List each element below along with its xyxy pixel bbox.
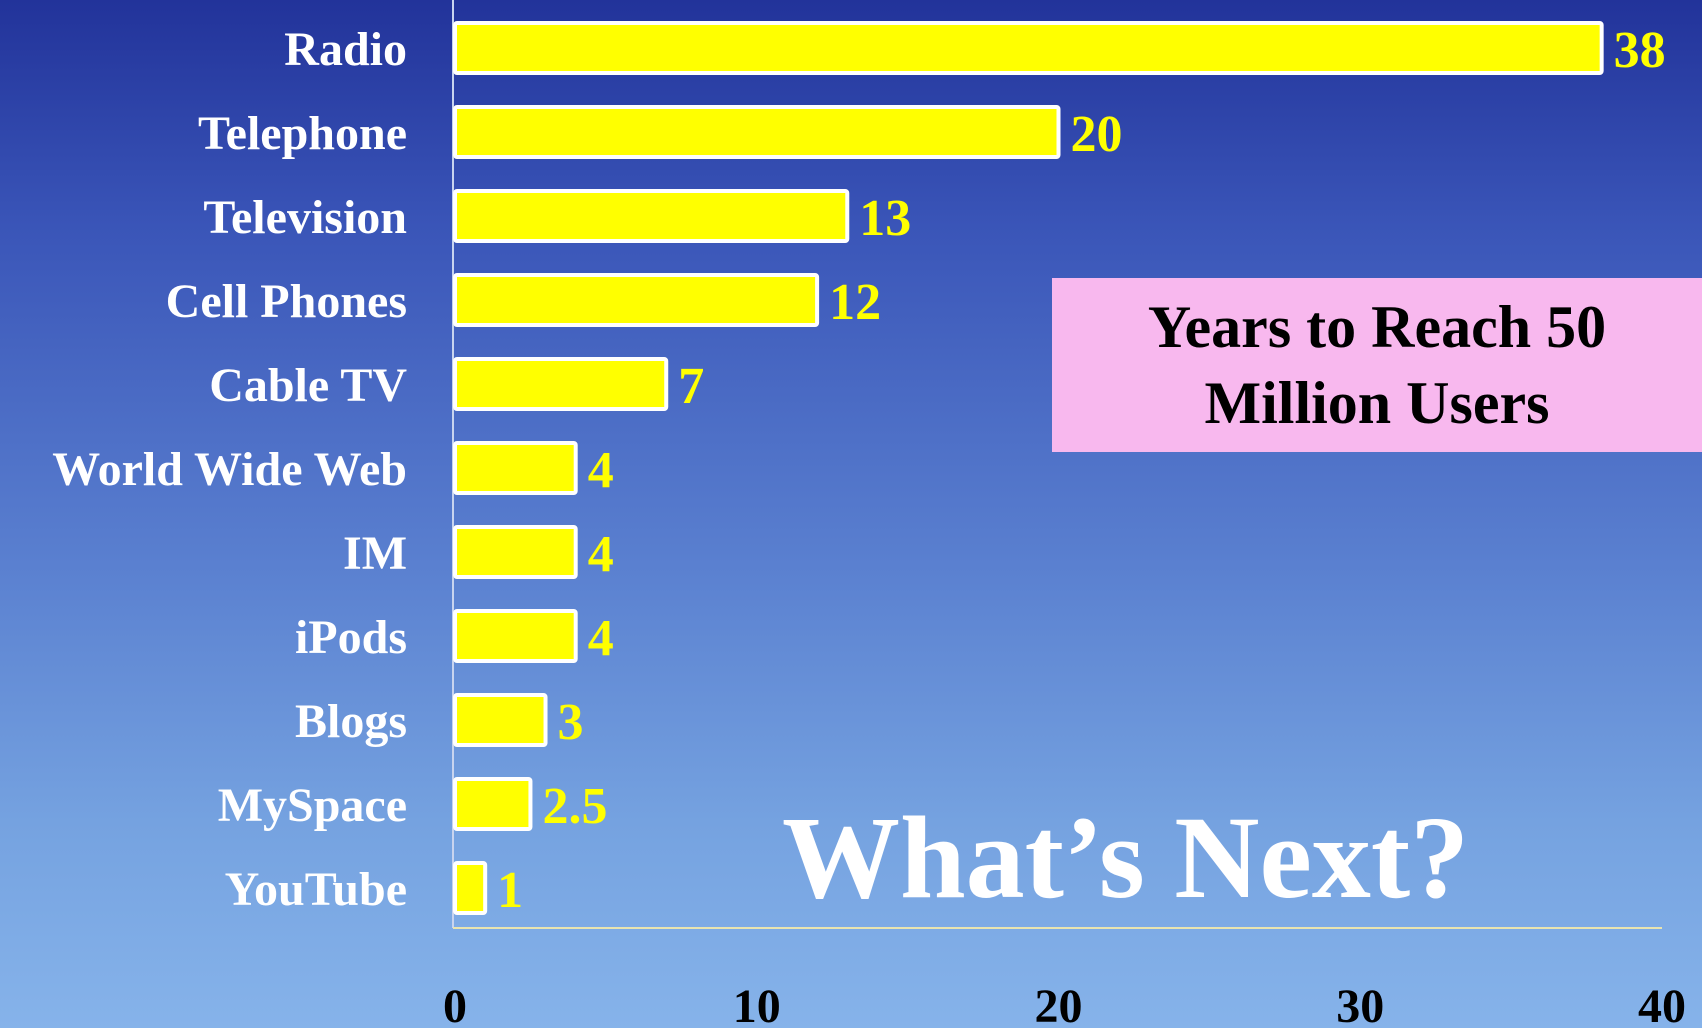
category-label: Television bbox=[203, 191, 407, 244]
bar bbox=[453, 609, 578, 663]
value-label: 38 bbox=[1614, 22, 1666, 79]
category-label: IM bbox=[343, 527, 407, 580]
category-label: iPods bbox=[295, 611, 407, 664]
category-label: Cable TV bbox=[209, 359, 407, 412]
bar-row: Cable TV 7 bbox=[209, 357, 704, 415]
value-label: 13 bbox=[859, 190, 911, 247]
value-label: 4 bbox=[588, 442, 614, 499]
bar-row: MySpace 2.5 bbox=[218, 777, 607, 835]
category-label: World Wide Web bbox=[52, 443, 407, 496]
bar-row: World Wide Web 4 bbox=[52, 441, 614, 499]
x-tick-label: 10 bbox=[733, 980, 781, 1028]
category-label: YouTube bbox=[225, 863, 407, 916]
bar-row: Radio 38 bbox=[284, 21, 1666, 79]
value-label: 2.5 bbox=[542, 778, 607, 835]
bar bbox=[453, 189, 850, 243]
callout-line-2: Million Users bbox=[1204, 370, 1550, 436]
x-tick-label: 40 bbox=[1638, 980, 1686, 1028]
bar bbox=[453, 693, 548, 747]
category-label: Radio bbox=[284, 23, 407, 76]
category-label: Blogs bbox=[295, 695, 407, 748]
x-tick-label: 30 bbox=[1336, 980, 1384, 1028]
x-tick-label: 0 bbox=[443, 980, 467, 1028]
bar-row: iPods 4 bbox=[295, 609, 614, 667]
bar-row: Telephone 20 bbox=[198, 105, 1123, 163]
bar bbox=[453, 525, 578, 579]
bar-row: Blogs 3 bbox=[295, 693, 584, 751]
value-label: 20 bbox=[1071, 106, 1123, 163]
value-label: 3 bbox=[558, 694, 584, 751]
value-label: 7 bbox=[678, 358, 704, 415]
whats-next-headline: What’s Next? bbox=[782, 792, 1470, 923]
bar bbox=[453, 357, 669, 411]
bar-row: Television 13 bbox=[203, 189, 911, 247]
bar bbox=[453, 273, 820, 327]
bar-row: IM 4 bbox=[343, 525, 614, 583]
category-label: MySpace bbox=[218, 779, 407, 832]
value-label: 1 bbox=[497, 862, 523, 919]
value-label: 12 bbox=[829, 274, 881, 331]
bar bbox=[453, 441, 578, 495]
bar bbox=[453, 21, 1604, 75]
category-label: Cell Phones bbox=[166, 275, 407, 328]
bar-row: YouTube 1 bbox=[225, 861, 523, 919]
category-label: Telephone bbox=[198, 107, 407, 160]
bar-row: Cell Phones 12 bbox=[166, 273, 881, 331]
bar bbox=[453, 105, 1061, 159]
bar bbox=[453, 777, 533, 831]
callout-line-1: Years to Reach 50 bbox=[1147, 294, 1607, 360]
x-tick-label: 20 bbox=[1035, 980, 1083, 1028]
value-label: 4 bbox=[588, 610, 614, 667]
value-label: 4 bbox=[588, 526, 614, 583]
chart-title-callout: Years to Reach 50 Million Users bbox=[1052, 278, 1702, 452]
bar bbox=[453, 861, 488, 915]
